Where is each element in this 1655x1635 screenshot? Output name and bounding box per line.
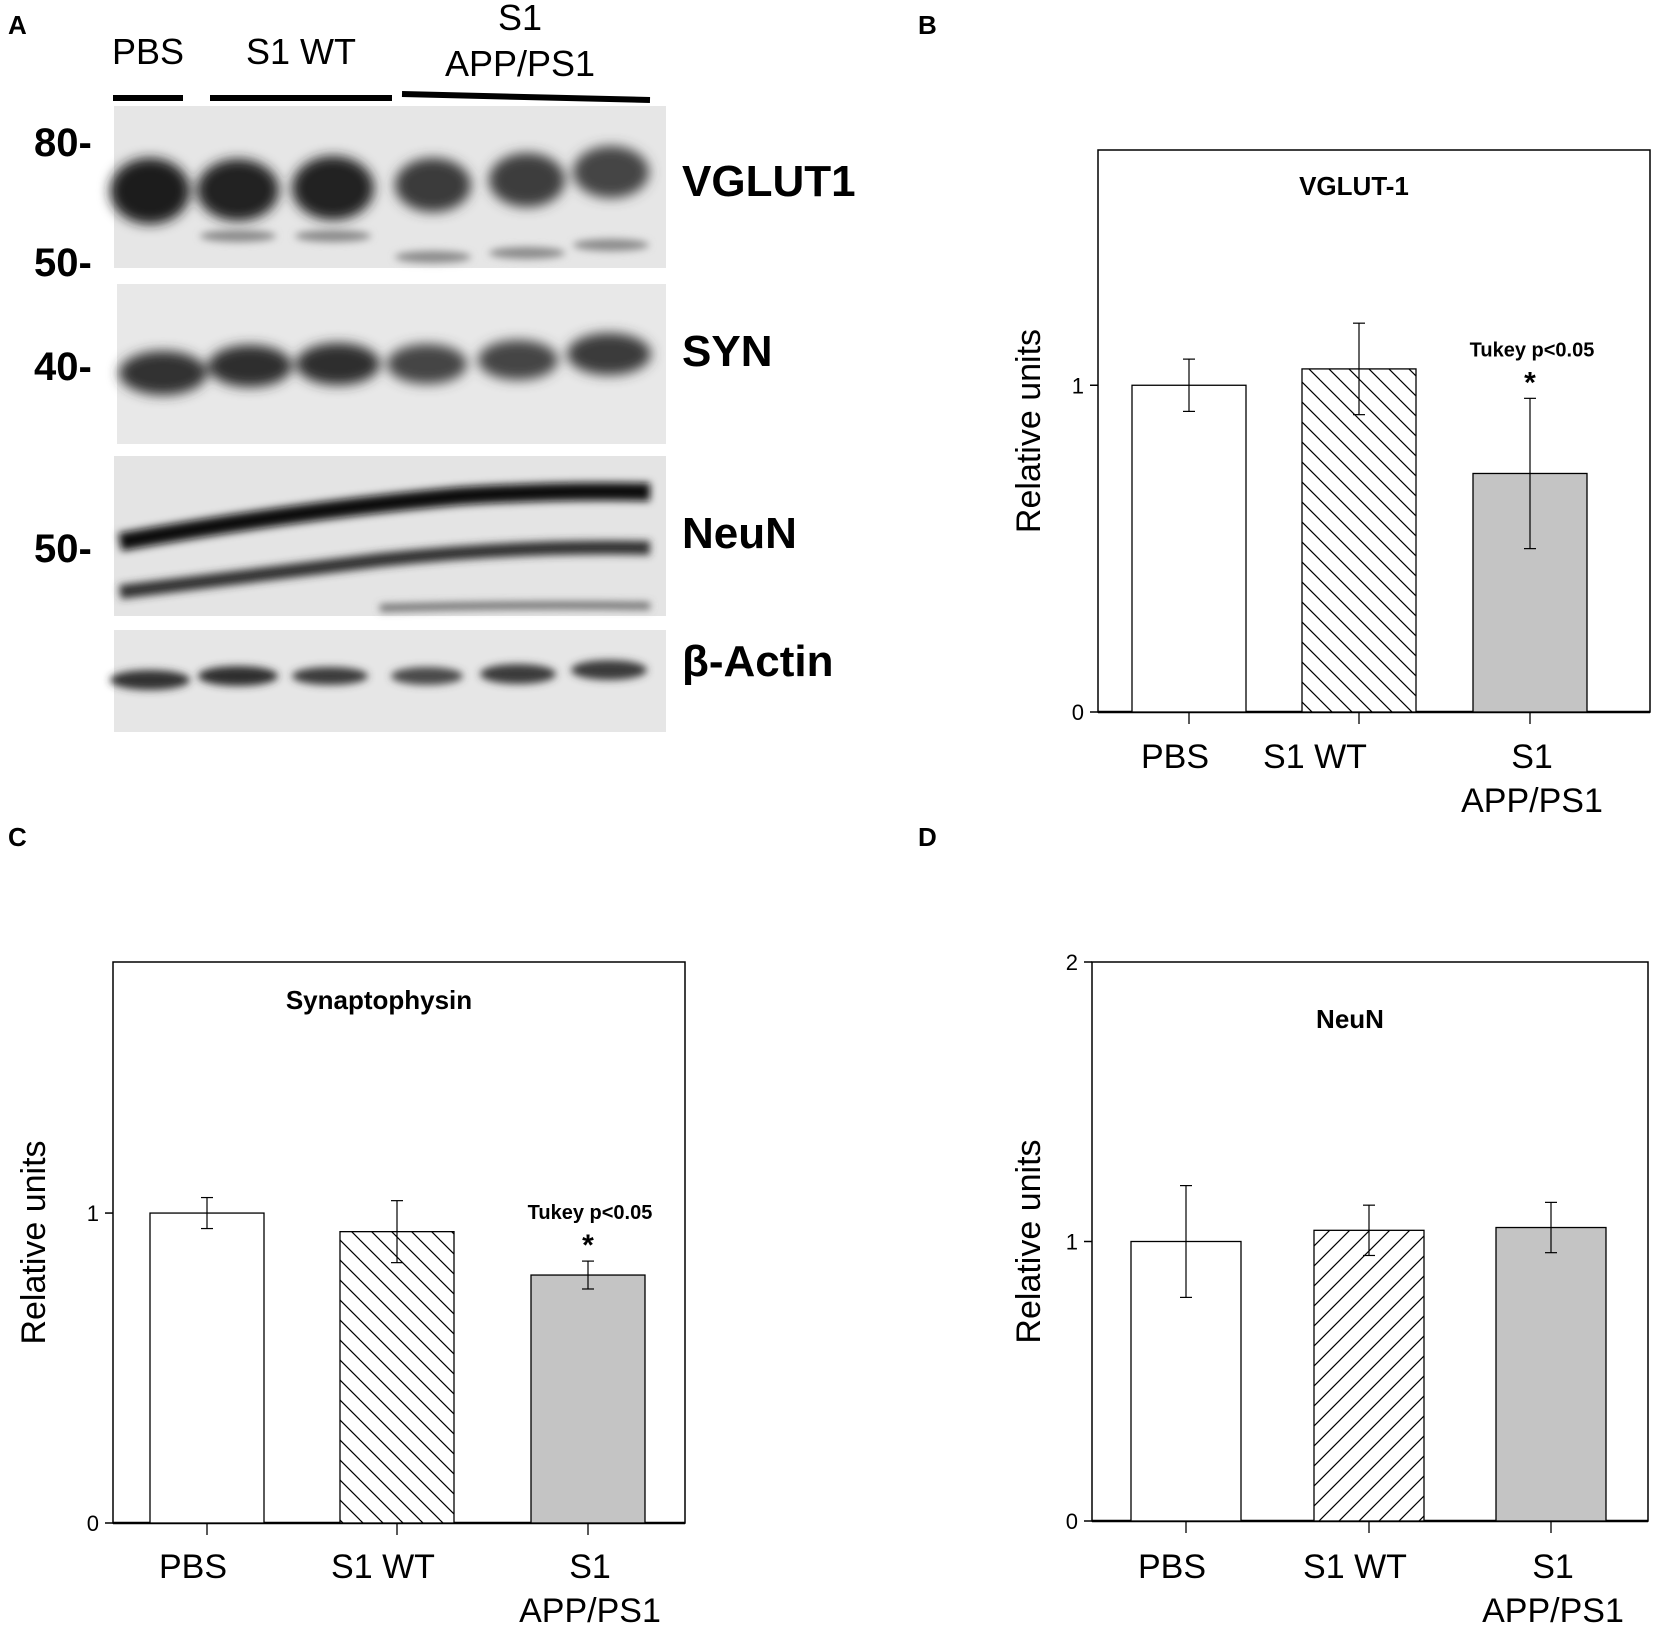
chart-c-y-tick-label: 1 bbox=[87, 1201, 99, 1226]
blot-strip-vglut1 bbox=[110, 106, 666, 268]
lane-group-label-s1-app-line1: S1 bbox=[498, 0, 542, 38]
chart-b-bar-0 bbox=[1131, 384, 1247, 713]
mw-marker-80: 80- bbox=[34, 121, 92, 165]
lane-group-label-s1-app-line2: APP/PS1 bbox=[445, 43, 595, 84]
chart-b-y-axis-label: Relative units bbox=[1010, 329, 1048, 533]
chart-d-category-label-1: S1 WT bbox=[1303, 1548, 1407, 1586]
chart-b: VGLUT-1 0 1 Relative units PBS S1 WT S1 APP/PS1… bbox=[1010, 149, 1651, 820]
chart-c-category-label-1: S1 WT bbox=[331, 1548, 435, 1586]
chart-c-category-label-0: PBS bbox=[159, 1548, 227, 1586]
panel-label-a: A bbox=[8, 10, 27, 40]
chart-b-category-label-2: S1 bbox=[1511, 738, 1553, 776]
chart-b-title: VGLUT-1 bbox=[1299, 171, 1409, 201]
chart-d: NeuN 0 1 2 Relative units PBS S1 WT S1 APP/PS1 bbox=[1010, 950, 1649, 1630]
chart-d-category-label-0: PBS bbox=[1138, 1548, 1206, 1586]
chart-c: Synaptophysin 0 1 Relative units PBS S1 WT S1 A… bbox=[15, 961, 686, 1630]
lane-group-bar-s1-app bbox=[401, 91, 651, 103]
mw-marker-40: 40- bbox=[34, 345, 92, 389]
chart-c-category-label-2: S1 bbox=[569, 1548, 611, 1586]
panel-label-b: B bbox=[918, 10, 937, 40]
chart-d-title: NeuN bbox=[1316, 1004, 1384, 1034]
chart-b-bar-1 bbox=[1301, 368, 1417, 713]
chart-b-category-label-2: APP/PS1 bbox=[1461, 782, 1603, 820]
chart-b-significance-label: Tukey p<0.05 bbox=[1470, 339, 1595, 361]
chart-b-category-label-0: PBS bbox=[1141, 738, 1209, 776]
chart-d-bar-2 bbox=[1495, 1226, 1607, 1522]
panel-label-c: C bbox=[8, 822, 27, 852]
lane-group-label-s1-wt: S1 WT bbox=[246, 31, 356, 72]
blot-strip-syn bbox=[117, 284, 666, 444]
chart-d-category-label-2: APP/PS1 bbox=[1482, 1592, 1624, 1630]
blot-strip-neun bbox=[114, 456, 666, 616]
mw-marker-50-neun: 50- bbox=[34, 527, 92, 571]
chart-b-category-label-1: S1 WT bbox=[1263, 738, 1367, 776]
band-label-beta-actin: β-Actin bbox=[682, 637, 834, 686]
chart-b-y-tick-label: 0 bbox=[1072, 700, 1084, 725]
chart-d-bar-1 bbox=[1313, 1229, 1425, 1522]
panel-label-d: D bbox=[918, 822, 937, 852]
chart-c-category-label-2: APP/PS1 bbox=[519, 1592, 661, 1630]
chart-d-y-tick-label: 2 bbox=[1066, 950, 1078, 975]
chart-c-title: Synaptophysin bbox=[286, 985, 472, 1015]
blot-strip-actin bbox=[110, 630, 666, 732]
chart-c-bar-1 bbox=[339, 1231, 455, 1524]
chart-c-significance-star: * bbox=[582, 1229, 594, 1262]
chart-c-significance-label: Tukey p<0.05 bbox=[528, 1202, 653, 1224]
band-label-syn: SYN bbox=[682, 327, 772, 376]
band-label-vglut1: VGLUT1 bbox=[682, 157, 856, 206]
chart-d-y-tick-label: 0 bbox=[1066, 1509, 1078, 1534]
chart-c-bar-2 bbox=[530, 1274, 646, 1524]
lane-group-label-pbs: PBS bbox=[112, 31, 184, 72]
chart-b-y-tick-label: 1 bbox=[1072, 373, 1084, 398]
chart-c-bar-0 bbox=[149, 1212, 265, 1524]
band-label-neun: NeuN bbox=[682, 509, 797, 558]
chart-b-significance-star: * bbox=[1524, 366, 1536, 399]
chart-d-y-axis-label: Relative units bbox=[1010, 1139, 1048, 1343]
chart-c-y-axis-label: Relative units bbox=[15, 1140, 53, 1344]
mw-marker-50-top: 50- bbox=[34, 241, 92, 285]
chart-c-y-tick-label: 0 bbox=[87, 1511, 99, 1536]
chart-d-category-label-2: S1 bbox=[1532, 1548, 1574, 1586]
chart-d-y-tick-label: 1 bbox=[1066, 1230, 1078, 1255]
